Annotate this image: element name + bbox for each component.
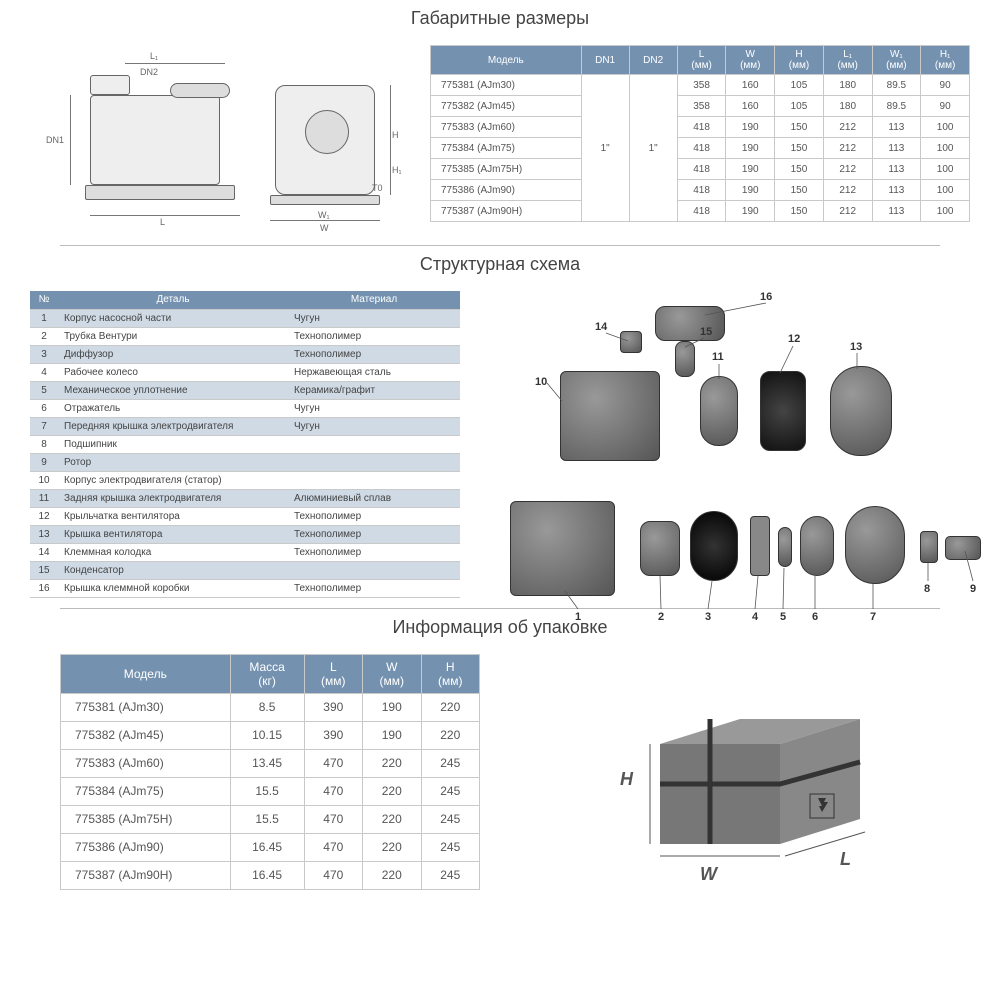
dimensions-table: Модель DN1 DN2 L(мм) W(мм) H(мм) L₁(мм) … [430,45,970,222]
table-row: 10Корпус электродвигателя (статор) [30,471,460,489]
callout-13: 13 [850,341,862,353]
th-model: Модель [61,654,231,693]
th-model: Модель [431,46,582,75]
th-H1: H₁(мм) [921,46,970,75]
callout-2: 2 [658,611,664,623]
table-row: 9Ротор [30,453,460,471]
table-row: 4Рабочее колесоНержавеющая сталь [30,363,460,381]
th-L1: L₁(мм) [823,46,872,75]
drawing-label-W1: W₁ [318,210,330,220]
parts-title: Структурная схема [0,254,1000,275]
table-row: 775383 (AJm60)13.45470220245 [61,749,480,777]
parts-section: № Деталь Материал 1Корпус насосной части… [0,285,1000,602]
table-row: 775383 (AJm60)418190150212113100 [431,117,970,138]
exploded-view: 1 2 3 4 5 6 7 8 9 10 11 12 13 14 15 16 [480,291,970,598]
th-pH: H(мм) [421,654,480,693]
callout-4: 4 [752,611,758,623]
th-pL: L(мм) [304,654,362,693]
table-row: 7Передняя крышка электродвигателяЧугун [30,417,460,435]
callout-8: 8 [924,583,930,595]
drawing-label-DN1: DN1 [46,135,64,145]
box-label-H: H [620,769,633,790]
table-row: 775387 (AJm90H)16.45470220245 [61,861,480,889]
callout-5: 5 [780,611,786,623]
packaging-table: Модель Масса(кг) L(мм) W(мм) H(мм) 77538… [60,654,480,890]
table-row: 16Крышка клеммной коробкиТехнополимер [30,579,460,597]
table-row: 8Подшипник [30,435,460,453]
th-dn1: DN1 [581,46,629,75]
callout-16: 16 [760,291,772,303]
drawing-label-L: L [160,217,165,227]
callout-12: 12 [788,333,800,345]
table-row: 5Механическое уплотнениеКерамика/графит [30,381,460,399]
th-L: L(мм) [677,46,726,75]
table-row: 775385 (AJm75H)15.5470220245 [61,805,480,833]
th-W1: W₁(мм) [872,46,921,75]
table-row: 775387 (AJm90H)418190150212113100 [431,201,970,222]
th-dn2: DN2 [629,46,677,75]
callout-6: 6 [812,611,818,623]
technical-drawing: L L₁ DN1 DN2 H H₁ T0 W W₁ [30,45,430,235]
callout-9: 9 [970,583,976,595]
table-row: 775386 (AJm90)418190150212113100 [431,180,970,201]
callout-15: 15 [700,326,712,338]
table-row: 12Крыльчатка вентилятораТехнополимер [30,507,460,525]
table-row: 775386 (AJm90)16.45470220245 [61,833,480,861]
table-row: 1Корпус насосной частиЧугун [30,309,460,327]
drawing-label-W: W [320,223,329,233]
table-row: 2Трубка ВентуриТехнополимер [30,327,460,345]
th-W: W(мм) [726,46,775,75]
th-mat: Материал [288,291,460,309]
table-row: 775385 (AJm75H)418190150212113100 [431,159,970,180]
table-row: 14Клеммная колодкаТехнополимер [30,543,460,561]
table-row: 775382 (AJm45)35816010518089.590 [431,96,970,117]
table-row: 775381 (AJm30)8.5390190220 [61,693,480,721]
packaging-title: Информация об упаковке [0,617,1000,638]
th-part: Деталь [58,291,288,309]
table-row: 11Задняя крышка электродвигателяАлюминие… [30,489,460,507]
drawing-label-H: H [392,130,399,140]
table-row: 6ОтражательЧугун [30,399,460,417]
table-row: 775384 (AJm75)418190150212113100 [431,138,970,159]
table-row: 775384 (AJm75)15.5470220245 [61,777,480,805]
box-label-W: W [700,864,717,885]
drawing-label-T0: T0 [372,183,383,193]
th-H: H(мм) [775,46,824,75]
package-box-drawing: H W L [560,674,940,904]
th-pW: W(мм) [363,654,421,693]
box-label-L: L [840,849,851,870]
callout-11: 11 [712,351,724,363]
th-num: № [30,291,58,309]
drawing-label-DN2: DN2 [140,67,158,77]
table-row: 775382 (AJm45)10.15390190220 [61,721,480,749]
packaging-section: Модель Масса(кг) L(мм) W(мм) H(мм) 77538… [0,648,1000,908]
parts-table: № Деталь Материал 1Корпус насосной части… [30,291,460,598]
callout-3: 3 [705,611,711,623]
drawing-label-H1: H₁ [392,165,402,175]
dimensions-title: Габаритные размеры [0,8,1000,29]
table-row: 775381 (AJm30)1"1"35816010518089.590 [431,75,970,96]
callout-10: 10 [535,376,547,388]
table-row: 13Крышка вентилятораТехнополимер [30,525,460,543]
th-mass: Масса(кг) [230,654,304,693]
table-row: 3ДиффузорТехнополимер [30,345,460,363]
dimensions-section: L L₁ DN1 DN2 H H₁ T0 W W₁ Модель DN1 DN2… [0,39,1000,239]
callout-14: 14 [595,321,607,333]
drawing-label-L1: L₁ [150,51,158,61]
table-row: 15Конденсатор [30,561,460,579]
callout-1: 1 [575,611,581,623]
callout-7: 7 [870,611,876,623]
